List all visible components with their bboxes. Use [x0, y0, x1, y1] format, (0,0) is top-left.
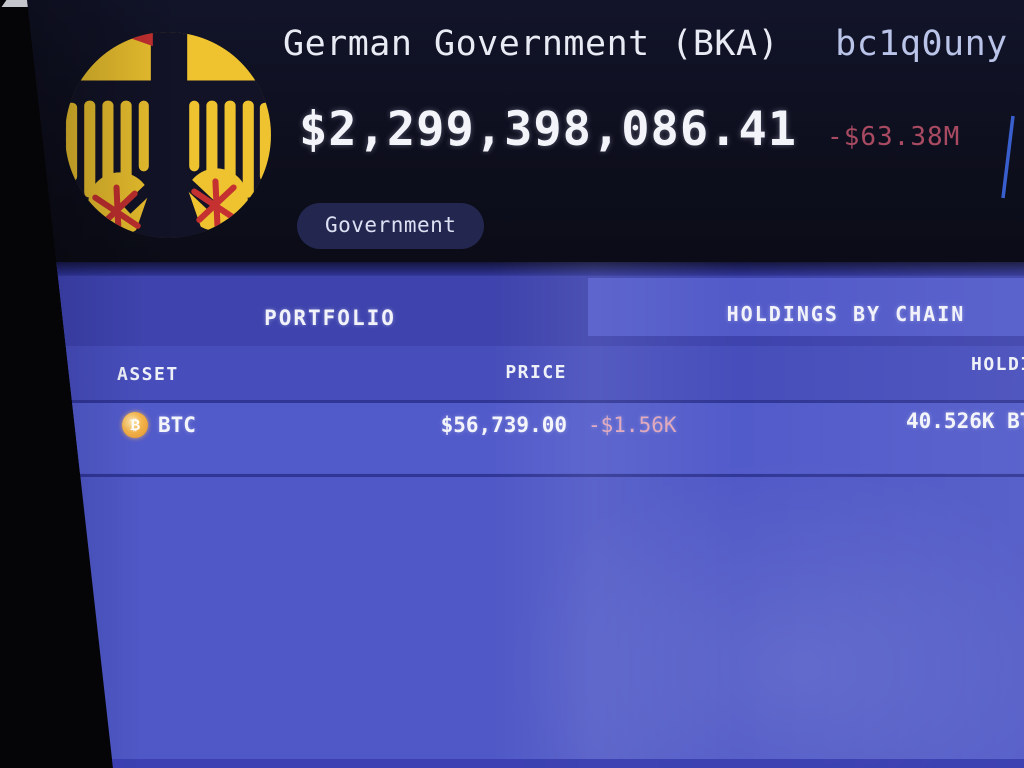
entity-address[interactable]: bc1q0uny: [835, 24, 1008, 64]
portfolio-panel: PORTFOLIO HOLDINGS BY CHAIN ASSET PRICE …: [27, 262, 1024, 768]
price-change-cell: -$1.56K: [588, 413, 677, 437]
tab-portfolio[interactable]: PORTFOLIO: [264, 306, 396, 330]
column-header-asset[interactable]: ASSET: [117, 364, 179, 385]
row-separator: [27, 474, 1024, 477]
holdings-tab-highlight: [588, 278, 1024, 336]
price-sparkline-icon: [1001, 115, 1015, 199]
entity-title-row: German Government (BKA) bc1q0uny: [283, 24, 1024, 64]
table-row-btc[interactable]: ₿ BTC $56,739.00 -$1.56K 40.526K BTC: [27, 403, 1024, 473]
entity-header: German Government (BKA) bc1q0uny $2,299,3…: [27, 0, 1024, 262]
portfolio-table-header: ASSET PRICE HOLDINGS: [27, 346, 1024, 400]
entity-tag-government[interactable]: Government: [297, 203, 485, 249]
column-header-holdings[interactable]: HOLDINGS: [971, 354, 1024, 375]
total-balance: $2,299,398,086.41: [299, 102, 798, 157]
balance-row: $2,299,398,086.41 -$63.38M: [299, 102, 960, 157]
asset-cell: BTC: [158, 413, 196, 437]
tab-holdings-by-chain[interactable]: HOLDINGS BY CHAIN: [726, 302, 966, 326]
row-separator: [27, 400, 1024, 403]
holdings-cell: 40.526K BTC: [906, 409, 1024, 433]
column-header-price[interactable]: PRICE: [505, 362, 567, 383]
bka-eagle-logo-icon: [65, 32, 271, 238]
panel-bottom-edge: [27, 759, 1024, 768]
price-cell: $56,739.00: [440, 413, 567, 437]
page-title: German Government (BKA): [283, 24, 780, 64]
section-tabs: PORTFOLIO HOLDINGS BY CHAIN: [27, 276, 1024, 346]
bitcoin-icon: ₿: [122, 412, 148, 438]
balance-change: -$63.38M: [827, 122, 961, 152]
